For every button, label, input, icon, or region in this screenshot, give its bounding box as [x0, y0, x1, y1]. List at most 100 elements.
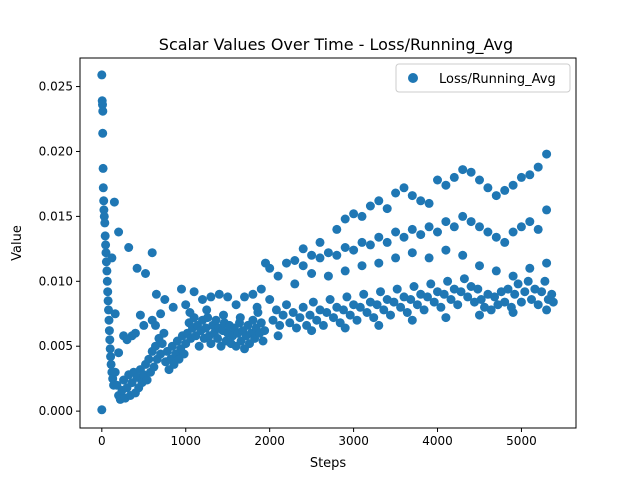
data-point: [508, 308, 518, 317]
data-point: [298, 302, 308, 312]
plot-area-frame: [79, 57, 577, 429]
data-point: [298, 261, 308, 271]
data-point: [424, 222, 434, 232]
data-point: [211, 315, 221, 325]
data-point: [160, 295, 170, 304]
data-point: [357, 261, 367, 271]
data-point: [107, 253, 117, 263]
data-point: [322, 308, 332, 317]
data-point: [99, 196, 109, 206]
data-point: [252, 302, 262, 312]
data-point: [151, 320, 160, 330]
data-point: [525, 263, 535, 273]
data-point: [307, 326, 317, 336]
data-point: [483, 183, 493, 193]
data-point: [103, 287, 113, 297]
y-tick-label: 0.020: [39, 144, 73, 158]
data-point: [475, 222, 484, 232]
data-point: [458, 165, 468, 175]
data-point: [436, 302, 446, 312]
data-point: [308, 297, 318, 307]
x-tick-label: 0: [98, 434, 106, 448]
data-point: [365, 201, 375, 211]
data-point: [102, 276, 112, 286]
data-point: [124, 243, 134, 252]
data-point: [256, 318, 266, 328]
data-point: [332, 224, 342, 234]
data-point: [342, 292, 352, 302]
data-point: [493, 300, 503, 310]
data-point: [500, 237, 510, 247]
data-point: [142, 375, 152, 385]
y-axis: 0.000 0.005 0.010 0.015 0.020 0.025: [39, 80, 80, 418]
data-point: [391, 227, 401, 237]
data-point: [475, 310, 484, 320]
data-point: [122, 335, 132, 345]
data-point: [159, 328, 169, 338]
y-tick-label: 0.010: [39, 274, 73, 288]
data-point: [312, 315, 322, 325]
data-point: [533, 224, 543, 234]
data-point: [147, 248, 157, 258]
data-point: [475, 175, 484, 185]
data-point: [382, 204, 392, 214]
data-point: [372, 300, 382, 310]
y-tick-label: 0.005: [39, 339, 73, 353]
data-point: [476, 295, 486, 304]
data-point: [486, 305, 496, 315]
data-point: [114, 227, 124, 237]
data-point: [491, 191, 501, 201]
data-points: [97, 70, 558, 415]
data-point: [412, 300, 422, 310]
data-point: [271, 305, 281, 315]
data-point: [466, 167, 476, 177]
data-point: [339, 305, 348, 315]
data-point: [527, 295, 536, 304]
data-point: [105, 335, 115, 345]
data-point: [177, 284, 186, 294]
data-point: [98, 128, 108, 138]
data-point: [376, 287, 385, 297]
data-point: [349, 245, 359, 255]
data-point: [439, 289, 449, 299]
data-point: [449, 222, 459, 232]
data-point: [151, 289, 161, 299]
data-point: [374, 196, 384, 206]
data-point: [101, 248, 111, 258]
data-point: [103, 296, 113, 306]
data-point: [510, 289, 520, 299]
data-point: [542, 149, 552, 159]
data-point: [459, 274, 469, 284]
data-point: [407, 315, 417, 325]
x-axis-label: Steps: [310, 456, 347, 471]
data-point: [99, 211, 109, 221]
data-point: [433, 227, 442, 237]
data-point: [130, 328, 140, 338]
data-point: [105, 344, 115, 354]
data-point: [352, 315, 362, 325]
data-point: [402, 308, 412, 317]
data-point: [542, 258, 552, 268]
data-point: [97, 70, 107, 80]
data-point: [185, 308, 195, 317]
data-point: [156, 309, 166, 319]
data-point: [340, 214, 350, 224]
data-point: [441, 245, 451, 255]
data-point: [290, 256, 300, 265]
legend-marker: [408, 73, 418, 83]
data-point: [265, 295, 275, 304]
data-point: [426, 279, 436, 289]
data-point: [100, 231, 110, 241]
data-point: [516, 297, 526, 307]
data-point: [419, 305, 429, 315]
data-point: [318, 320, 328, 330]
data-point: [332, 250, 342, 260]
data-point: [374, 232, 384, 242]
data-point: [406, 295, 416, 304]
data-point: [323, 271, 333, 281]
data-point: [223, 292, 233, 302]
data-point: [453, 300, 463, 310]
data-point: [101, 240, 111, 250]
data-point: [458, 250, 468, 260]
data-point: [329, 313, 338, 323]
